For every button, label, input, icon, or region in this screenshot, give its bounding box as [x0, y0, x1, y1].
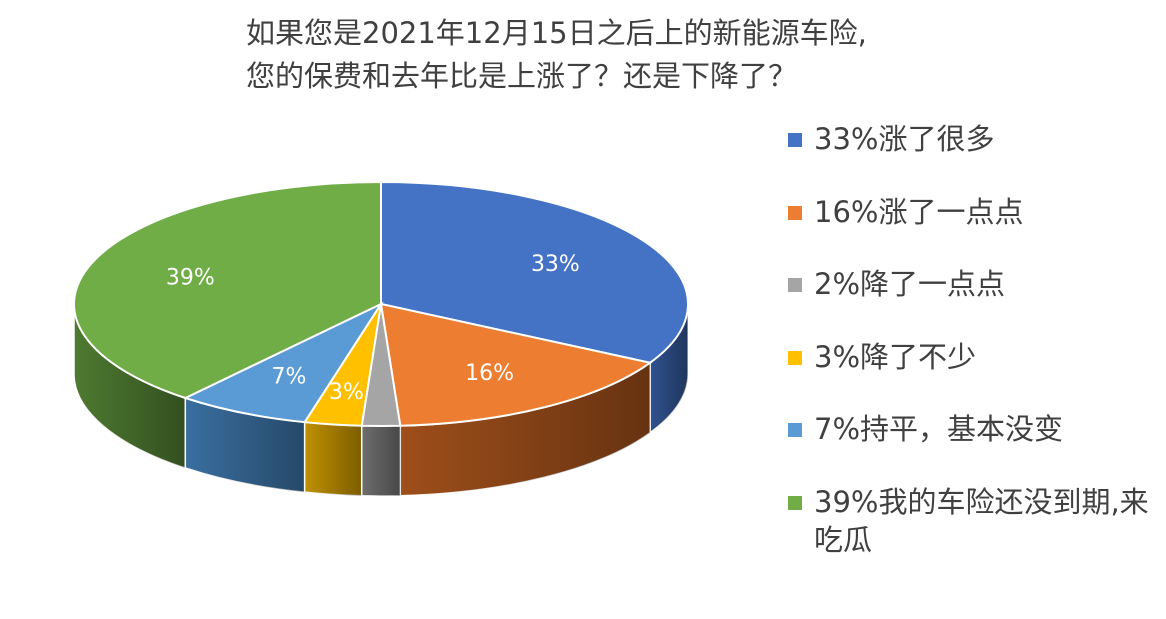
pie-data-label-flat: 7% [272, 365, 307, 390]
pie-side-shade-not_due [74, 304, 186, 469]
pie-slice-flat [182, 301, 384, 424]
pie-data-label-not_due: 39% [166, 266, 215, 291]
chart-title: 如果您是2021年12月15日之后上的新能源车险, 您的保费和去年比是上涨了？还… [246, 12, 946, 98]
pie-side-shade-down_little [361, 425, 401, 496]
legend-swatch [788, 205, 802, 220]
legend-label: 16%涨了一点点 [814, 194, 1024, 229]
chart-legend: 33%涨了很多 16%涨了一点点 2%降了一点点 3%降了不少 7%持平，基本没… [788, 120, 1158, 593]
pie-data-label-down_some: 3% [329, 380, 364, 405]
legend-item-down-little: 2%降了一点点 [788, 265, 1158, 303]
pie-data-labels: 33% 16% 3% 7% 39% [166, 252, 580, 405]
pie-slice-not_due [73, 180, 382, 400]
legend-swatch [788, 133, 802, 147]
legend-item-not-due: 39%我的车险还没到期,来吃瓜 [788, 483, 1158, 559]
pie-side-shade-flat [185, 398, 305, 493]
legend-item-flat: 7%持平，基本没变 [788, 410, 1158, 448]
pie-slice-up_little [379, 302, 653, 427]
pie-side-shade-up_much [650, 304, 688, 433]
pie-data-label-up_much: 33% [531, 252, 580, 277]
legend-label: 7%持平，基本没变 [814, 412, 1064, 446]
chart-title-line-2: 您的保费和去年比是上涨了？还是下降了？ [246, 59, 798, 93]
legend-label: 3%降了不少 [814, 339, 977, 374]
pie-slice-up_much [380, 180, 689, 364]
legend-item-down-some: 3%降了不少 [788, 338, 1158, 376]
pie-side-shade-down_some [304, 422, 362, 496]
legend-swatch [788, 423, 802, 437]
legend-label: 39%我的车险还没到期,来吃瓜 [814, 484, 1149, 557]
legend-label: 33%涨了很多 [814, 122, 995, 156]
legend-label: 2%降了一点点 [814, 267, 1006, 301]
chart-title-line-1: 如果您是2021年12月15日之后上的新能源车险, [246, 16, 867, 50]
legend-swatch [788, 278, 802, 292]
legend-swatch [788, 350, 802, 365]
pie-data-label-up_little: 16% [465, 361, 514, 386]
legend-swatch [788, 495, 802, 510]
legend-item-up-much: 33%涨了很多 [788, 120, 1158, 158]
pie-side-shade-up_little [400, 362, 651, 496]
pie-sides [73, 303, 689, 497]
pie-top [73, 180, 689, 427]
legend-item-up-little: 16%涨了一点点 [788, 193, 1158, 231]
